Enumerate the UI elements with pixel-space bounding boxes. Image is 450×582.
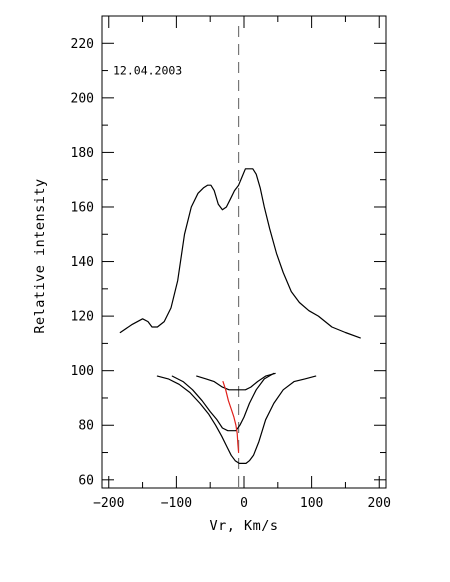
y-tick-label: 100 <box>71 364 94 379</box>
ticks-group: −200 −100 0 100 200 60 80 100 120 140 160 180 200 220 <box>71 15 391 511</box>
y-tick-label: 180 <box>71 146 94 161</box>
y-tick-label: 200 <box>71 91 94 106</box>
x-tick-label: 0 <box>240 496 248 511</box>
y-tick-label: 80 <box>78 419 94 434</box>
series-line-5 <box>222 381 240 454</box>
x-tick-label: −100 <box>161 496 192 511</box>
series-line-4 <box>196 372 276 391</box>
y-tick-label: 220 <box>71 37 94 52</box>
y-axis-title: Relative intensity <box>32 178 48 333</box>
x-axis-title: Vr, Km/s <box>209 518 278 534</box>
y-tick-label: 120 <box>71 310 94 325</box>
y-tick-label: 160 <box>71 200 94 215</box>
x-tick-label: 100 <box>300 496 323 511</box>
x-tick-label: 200 <box>367 496 390 511</box>
date-annotation: 12.04.2003 <box>113 64 182 78</box>
series-line-3 <box>171 372 275 432</box>
y-tick-label: 140 <box>71 255 94 270</box>
series-group <box>119 168 361 464</box>
y-tick-label: 60 <box>78 473 94 488</box>
series-line-1 <box>119 168 361 339</box>
series-line-2 <box>156 375 317 464</box>
x-tick-label: −200 <box>93 496 124 511</box>
